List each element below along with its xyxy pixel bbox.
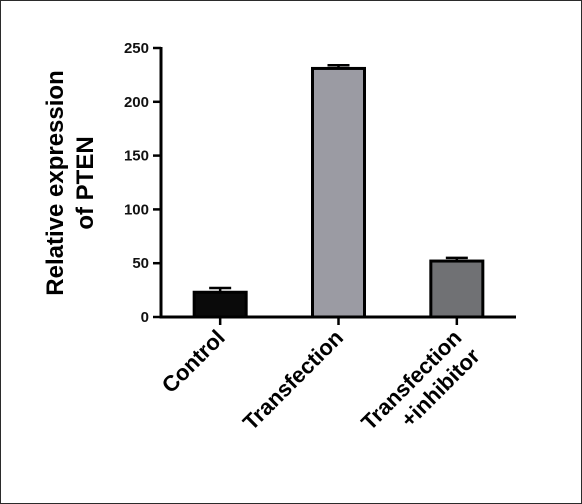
x-tick-label: Control <box>157 325 230 398</box>
y-axis-label: Relative expression of PTEN <box>42 70 99 295</box>
y-ticks: 0 50 100 150 200 250 <box>124 40 161 326</box>
error-bars <box>209 63 468 293</box>
bar <box>429 259 485 319</box>
x-tick-labels: Control Transfection Transfection+inhibito… <box>157 325 485 435</box>
y-axis-label-line: Relative expression <box>42 70 69 295</box>
y-tick-label: 150 <box>124 148 149 165</box>
x-tick-label: Transfection <box>238 325 348 435</box>
x-tick-label-group: Transfection+inhibitor <box>356 325 485 435</box>
y-tick-label: 100 <box>124 201 149 218</box>
y-tick-label: 200 <box>124 94 149 111</box>
y-tick-label: 50 <box>132 255 149 272</box>
bars <box>192 66 485 319</box>
x-tick-label-group: Control <box>157 325 230 398</box>
y-axis-label-line: of PTEN <box>72 136 99 229</box>
y-axis-label-group: Relative expression of PTEN <box>42 70 99 295</box>
y-tick-label: 250 <box>124 40 149 57</box>
bar <box>192 290 248 319</box>
bar <box>311 66 366 319</box>
y-tick-label: 0 <box>141 309 149 326</box>
x-tick-label-group: Transfection <box>238 325 348 435</box>
